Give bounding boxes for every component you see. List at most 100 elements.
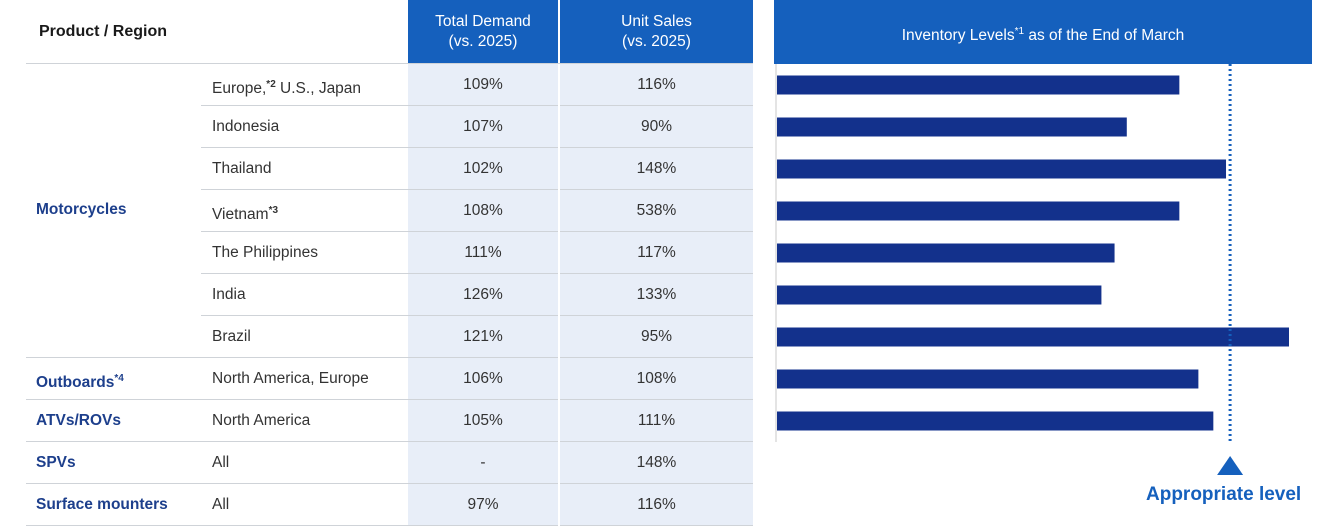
bar-plot <box>775 64 1289 475</box>
row-unit-sales: 538% <box>560 190 753 232</box>
header-unit-sales-line1: Unit Sales <box>621 13 692 30</box>
row-unit-sales: 95% <box>560 316 753 358</box>
table-row: SPVs All -148% <box>26 442 753 484</box>
header-divider <box>26 63 753 64</box>
bar <box>777 411 1214 431</box>
header-unit-sales: Unit Sales (vs. 2025) <box>560 0 753 64</box>
row-category-text: SPVs <box>36 454 76 471</box>
row-category: SPVs <box>36 442 76 484</box>
row-divider <box>201 147 753 148</box>
row-divider <box>201 315 753 316</box>
chart-title-sup: *1 <box>1014 26 1025 37</box>
row-divider <box>201 273 753 274</box>
row-total-demand: 108% <box>408 190 558 232</box>
row-unit-sales: 116% <box>560 64 753 106</box>
reference-triangle-icon <box>1217 456 1244 475</box>
bar <box>777 159 1227 179</box>
table-row: India 126% 133% <box>26 274 753 316</box>
row-region-text: India <box>212 286 246 303</box>
row-category-footnote: *4 <box>114 373 124 384</box>
row-category-text: Outboards <box>36 374 115 391</box>
row-region-text: Europe, <box>212 80 267 97</box>
table-row: Vietnam*3 108% 538% <box>26 190 753 232</box>
header-total-demand-line2: (vs. 2025) <box>448 33 518 50</box>
header-total-demand-line1: Total Demand <box>435 13 531 30</box>
row-total-demand: 126% <box>408 274 558 316</box>
bar <box>777 369 1199 389</box>
row-region-text: All <box>212 496 230 513</box>
table-row: Europe,*2 U.S., Japan 109% 116% <box>26 64 753 106</box>
chart-title-main: Inventory Levels <box>901 27 1015 44</box>
table-row: Indonesia 107% 90% <box>26 106 753 148</box>
row-region-footnote: *3 <box>268 205 279 216</box>
row-total-demand: 109% <box>408 64 558 106</box>
row-unit-sales: 116% <box>560 484 753 526</box>
reference-label: Appropriate level <box>1146 484 1302 505</box>
row-region-text: Vietnam <box>212 206 269 223</box>
row-total-demand: - <box>408 442 558 484</box>
row-divider <box>26 483 753 484</box>
row-total-demand: 107% <box>408 106 558 148</box>
row-unit-sales: 111% <box>560 400 753 442</box>
row-divider <box>201 231 753 232</box>
bar <box>777 201 1180 221</box>
row-category-text: Surface mounters <box>36 496 168 513</box>
row-region: Vietnam*3 <box>212 190 278 232</box>
table-row: The Philippines 111% 117% <box>26 232 753 274</box>
bar <box>777 327 1289 347</box>
bar <box>777 285 1102 305</box>
row-category: Surface mounters <box>36 484 168 526</box>
table-row: Brazil 121% 95% <box>26 316 753 358</box>
row-divider <box>26 525 753 526</box>
row-unit-sales: 117% <box>560 232 753 274</box>
row-total-demand: 111% <box>408 232 558 274</box>
table-row: Surface mounters All 97% 116% <box>26 484 753 526</box>
row-region-footnote: *2 <box>266 79 276 90</box>
row-total-demand: 105% <box>408 400 558 442</box>
row-region: The Philippines <box>212 232 318 274</box>
row-region-text: All <box>212 454 230 471</box>
row-total-demand: 102% <box>408 148 558 190</box>
bar <box>777 243 1115 263</box>
row-region: Europe,*2 U.S., Japan <box>212 64 361 106</box>
row-region: Indonesia <box>212 106 279 148</box>
row-region-text: Indonesia <box>212 118 280 135</box>
inventory-chart: Inventory Levels*1 as of the End of Marc… <box>774 0 1312 529</box>
row-unit-sales: 108% <box>560 358 753 400</box>
table-row: Thailand 102% 148% <box>26 148 753 190</box>
header-unit-sales-line2: (vs. 2025) <box>622 33 691 50</box>
bar <box>777 117 1127 137</box>
row-divider <box>26 441 753 442</box>
row-divider <box>26 399 753 400</box>
row-region-text: Thailand <box>212 160 272 177</box>
table-row: Outboards*4 North America, Europe 106% 108% <box>26 358 753 400</box>
row-region: Brazil <box>212 316 251 358</box>
column-divider <box>558 64 560 526</box>
row-region: India <box>212 274 246 316</box>
row-category: ATVs/ROVs <box>36 400 121 442</box>
row-unit-sales: 148% <box>560 148 753 190</box>
row-region: North America, Europe <box>212 358 369 400</box>
header-total-demand: Total Demand (vs. 2025) <box>408 0 558 64</box>
row-region-text: North America, Europe <box>212 370 369 387</box>
row-region-rest: U.S., Japan <box>275 80 362 97</box>
row-region: All <box>212 442 229 484</box>
table-header: Product / Region Total Demand (vs. 2025)… <box>26 0 753 64</box>
chart-title-rest: as of the End of March <box>1024 27 1185 44</box>
table-row: ATVs/ROVs North America 105% 111% <box>26 400 753 442</box>
demand-sales-table: Product / Region Total Demand (vs. 2025)… <box>26 0 753 526</box>
row-total-demand: 106% <box>408 358 558 400</box>
row-unit-sales: 148% <box>560 442 753 484</box>
row-region-text: North America <box>212 412 311 429</box>
row-total-demand: 121% <box>408 316 558 358</box>
row-total-demand: 97% <box>408 484 558 526</box>
row-divider <box>201 189 753 190</box>
row-region-text: Brazil <box>212 328 251 345</box>
row-unit-sales: 133% <box>560 274 753 316</box>
row-category: Outboards*4 <box>36 358 124 400</box>
row-category-text: ATVs/ROVs <box>36 412 121 429</box>
row-divider <box>201 105 753 106</box>
category-motorcycles: Motorcycles <box>36 201 127 218</box>
row-region: All <box>212 484 229 526</box>
header-product-region: Product / Region <box>39 23 167 40</box>
